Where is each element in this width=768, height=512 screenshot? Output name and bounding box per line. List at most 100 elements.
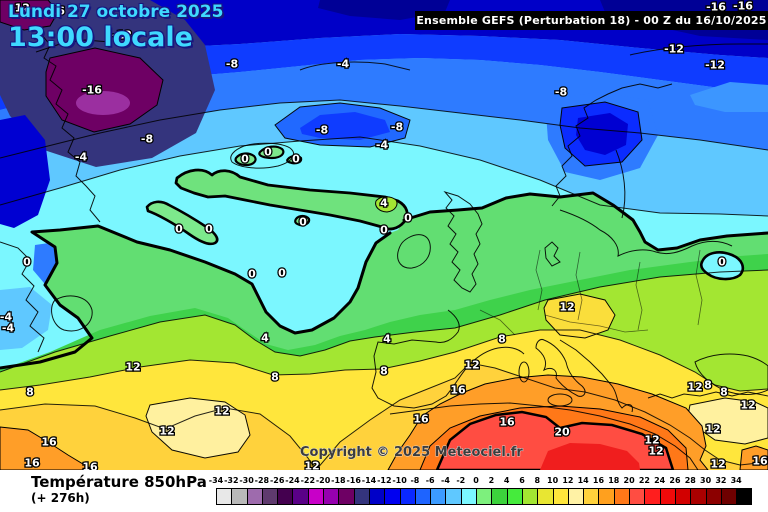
contour-value-label: -4 [376,139,389,152]
scale-tick-label: -4 [441,476,450,485]
scale-cell [553,488,569,505]
contour-value-label: -4 [75,151,88,164]
temperature-map-svg: -12 -16-12-8 -4-16 -16-12-12-16-8-4-8 -8-4-8… [0,0,768,475]
warm-bands [0,193,768,472]
contour-value-label: 0 [23,256,31,269]
scale-cell [446,488,462,505]
scale-tick-label: 20 [623,476,635,485]
scale-tick-label: 24 [654,476,666,485]
contour-value-label: 12 [648,445,663,458]
contour-value-label: 8 [380,365,388,378]
contour-value-label: -8 [391,121,403,134]
contour-value-label: -4 [0,311,12,324]
contour-value-label: 16 [752,455,768,468]
contour-value-label: 16 [499,416,515,429]
scale-tick-label: -14 [361,476,377,485]
scale-cell [737,488,753,505]
contour-value-label: 12 [644,434,659,447]
thin-contours [0,43,768,471]
contour-labels: -12 -16-12-8 -4-16 -16-12-12-16-8-4-8 -8-4-8… [0,0,768,475]
scale-tick-label: 28 [684,476,696,485]
contour-value-label: 0 [292,153,300,166]
scale-cell [706,488,722,505]
contour-value-label: 0 [278,267,286,280]
scale-tick-label: 8 [534,476,541,485]
scale-tick-label: 18 [608,476,620,485]
scale-cell [308,488,325,505]
contour-value-label: 12 [705,423,720,436]
scale-cell [324,488,340,505]
contour-value-label: -8 [141,133,153,146]
scale-cell [293,488,309,505]
scale-tick-label: -20 [315,476,331,485]
scale-tick-label: -28 [254,476,270,485]
scale-cell [721,488,738,505]
contour-value-label: -12 [664,43,684,56]
scale-tick-label: -8 [410,476,420,485]
coastlines [0,29,768,471]
contour-value-label: 12 [125,361,140,374]
scale-cell [247,488,263,505]
contour-value-label: 0 [718,256,726,269]
contour-value-label: 0 [299,216,307,229]
lead-time-label: (+ 276h) [31,491,90,505]
scale-cell [538,488,554,505]
contour-value-label: -4 [337,58,350,71]
scale-tick-label: 22 [638,476,650,485]
scale-tick-label: 2 [488,476,495,485]
contour-value-label: 0 [205,223,213,236]
contour-value-label: 12 [159,425,174,438]
scale-cell [354,488,370,505]
contour-value-label: 0 [248,268,256,281]
scale-cell [385,488,401,505]
scale-tick-label: -26 [269,476,285,485]
scale-tick-label: 14 [577,476,589,485]
scale-cell [584,488,600,505]
contour-value-label: 0 [241,153,249,166]
cold-bands [0,0,768,350]
contour-value-label: 16 [41,436,57,449]
contour-value-label: 0 [404,212,412,225]
scale-tick-label: -18 [331,476,346,485]
contour-value-label: 4 [380,197,388,210]
contour-value-label: -12 [112,29,132,42]
contour-value-label: 12 [710,458,725,471]
scale-tick-label: 16 [592,476,605,485]
scale-cell [568,488,585,505]
scale-tick-label: -2 [456,476,466,485]
scale-cell [691,488,707,505]
scale-cell [232,488,248,505]
scale-cell [645,488,661,505]
scale-bar [216,488,753,505]
contour-value-label: -8 [316,124,328,137]
scale-cell [522,488,539,505]
contour-value-label: -16 [45,5,65,18]
scale-cell [461,488,478,505]
scale-cell [216,488,233,505]
zero-isotherm [0,191,768,370]
scale-tick-label: -34 [208,476,224,485]
scale-cell [369,488,386,505]
contour-value-label: 12 [687,381,702,394]
scale-cell [477,488,493,505]
contour-value-label: 16 [24,457,40,470]
scale-cell [492,488,508,505]
scale-cell [339,488,355,505]
contour-value-label: 8 [271,371,279,384]
scale-tick-label: 10 [547,476,559,485]
contour-value-label: 12 [304,460,319,471]
contour-value-label: 0 [380,224,388,237]
contour-value-label: 12 [559,301,574,314]
scale-tick-label: 32 [715,476,727,485]
scale-cell [614,488,631,505]
contour-value-label: -12 [705,59,725,72]
scale-tick-label: 30 [700,476,712,485]
scale-tick-label: -16 [346,476,361,485]
contour-value-label: -8 [226,58,238,71]
contour-value-label: -12 [10,2,30,15]
contour-value-label: 12 [740,399,755,412]
scale-cell [599,488,615,505]
scale-cell [415,488,432,505]
contour-value-label: 16 [450,384,466,397]
